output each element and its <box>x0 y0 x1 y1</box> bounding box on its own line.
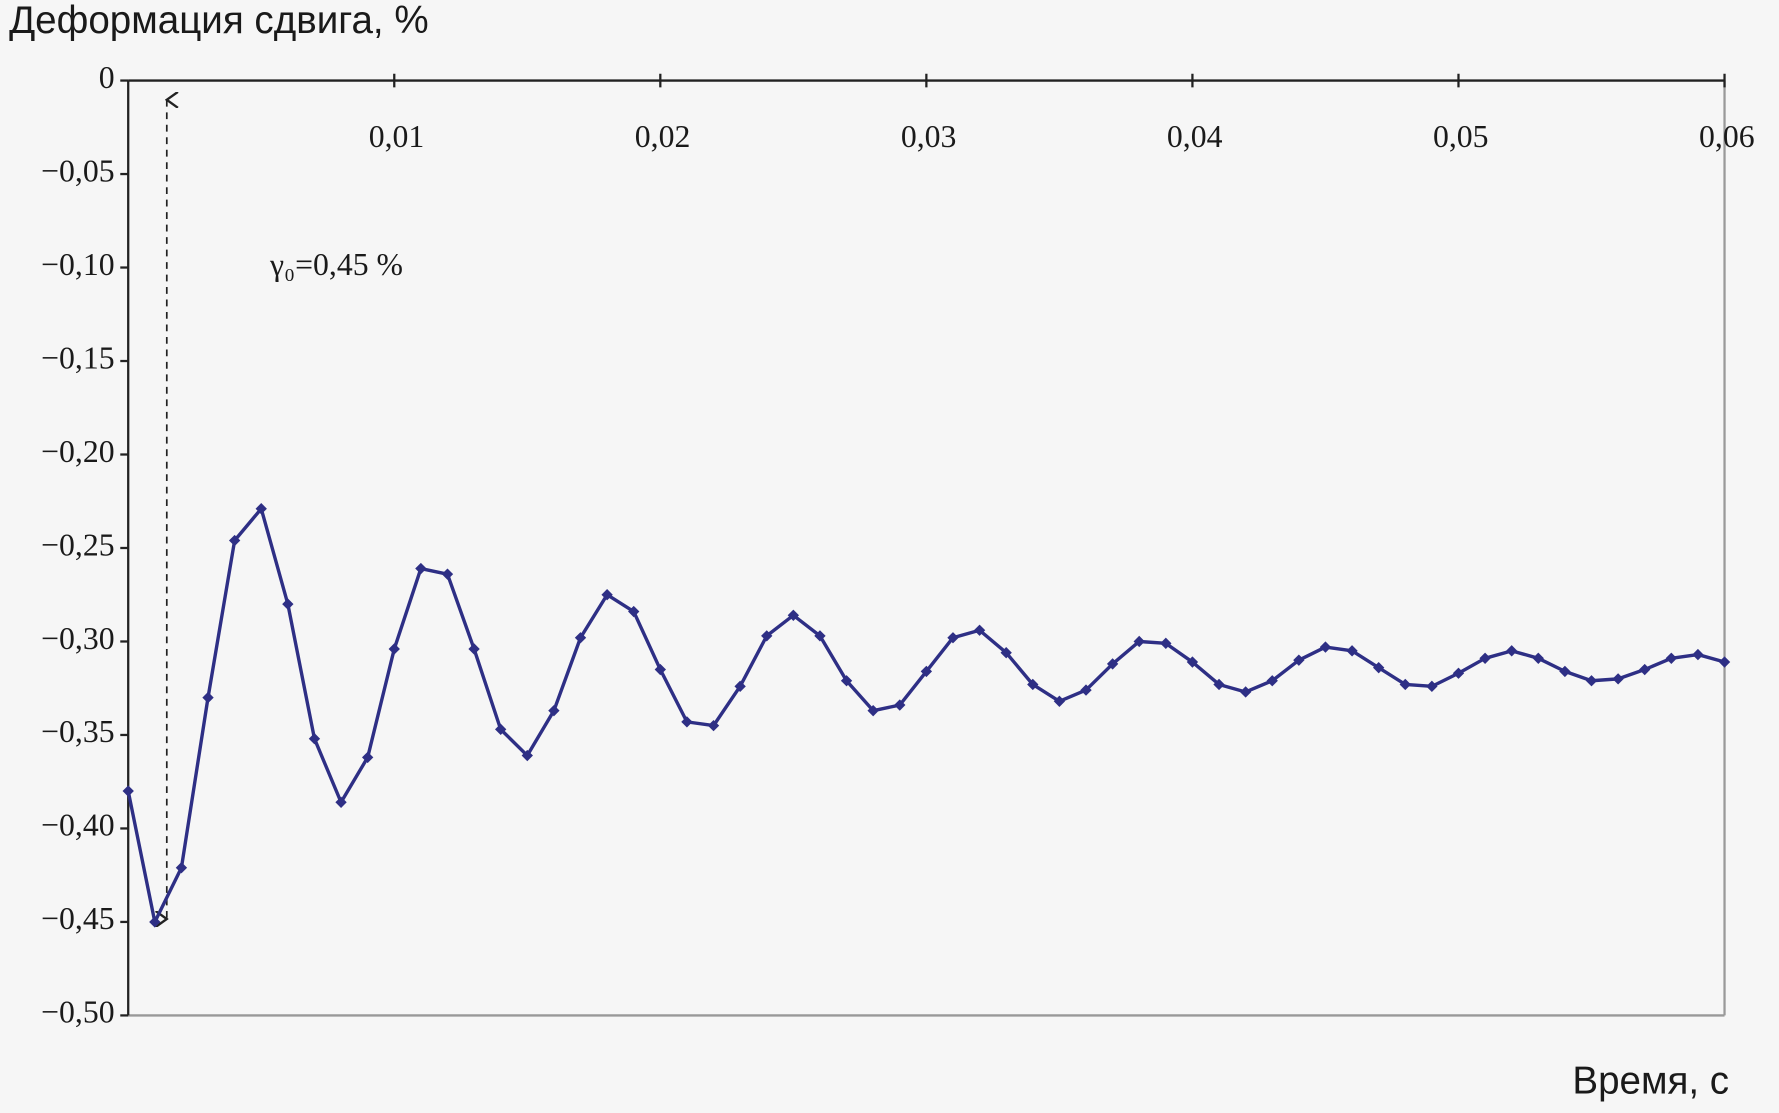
data-point <box>1239 686 1252 698</box>
data-point <box>1266 675 1278 687</box>
data-point <box>894 699 906 711</box>
x-tick-label: 0,03 <box>901 119 957 154</box>
data-point <box>1692 648 1704 661</box>
y-tick-label: −0,25 <box>41 527 114 562</box>
y-tick-label: −0,45 <box>41 901 114 936</box>
data-point <box>601 589 613 601</box>
data-point <box>149 916 161 928</box>
data-point <box>628 605 640 618</box>
data-point <box>973 624 986 636</box>
data-point <box>1080 684 1092 696</box>
y-tick-label: −0,40 <box>41 808 114 843</box>
data-point <box>441 568 454 580</box>
x-tick-label: 0,02 <box>635 119 691 154</box>
data-point <box>308 733 321 745</box>
data-point <box>947 632 959 644</box>
data-point <box>415 562 427 575</box>
y-tick-label: −0,10 <box>41 247 114 282</box>
x-tick-label: 0,05 <box>1433 119 1489 154</box>
data-point <box>1612 673 1624 685</box>
x-axis-label: Время, с <box>1572 1060 1729 1103</box>
y-tick-label: −0,30 <box>41 621 114 656</box>
annotation: γ₀=0,45 % <box>269 247 403 282</box>
y-tick-label: −0,15 <box>41 340 114 375</box>
chart-title: Деформация сдвига, % <box>9 0 429 42</box>
x-tick-label: 0,04 <box>1167 119 1223 154</box>
data-point <box>1506 645 1518 657</box>
data-point <box>282 598 294 610</box>
data-point <box>175 862 188 874</box>
data-point <box>228 534 241 547</box>
y-tick-label: −0,05 <box>41 153 114 188</box>
data-point <box>1053 695 1066 707</box>
data-point <box>707 719 720 732</box>
y-tick-label: −0,20 <box>41 434 114 469</box>
data-point <box>1106 658 1119 670</box>
y-tick-label: −0,50 <box>41 995 114 1030</box>
data-point <box>495 723 507 736</box>
data-point <box>1585 675 1598 687</box>
x-tick-label: 0,01 <box>369 119 425 154</box>
data-point <box>1000 647 1012 659</box>
data-point <box>1133 635 1145 648</box>
data-point <box>1346 645 1358 657</box>
y-tick-label: 0 <box>99 60 115 95</box>
data-point <box>840 675 853 687</box>
data-point <box>574 632 587 644</box>
x-tick-label: 0,06 <box>1699 119 1755 154</box>
data-point <box>1372 661 1385 674</box>
y-tick-label: −0,35 <box>41 714 114 749</box>
